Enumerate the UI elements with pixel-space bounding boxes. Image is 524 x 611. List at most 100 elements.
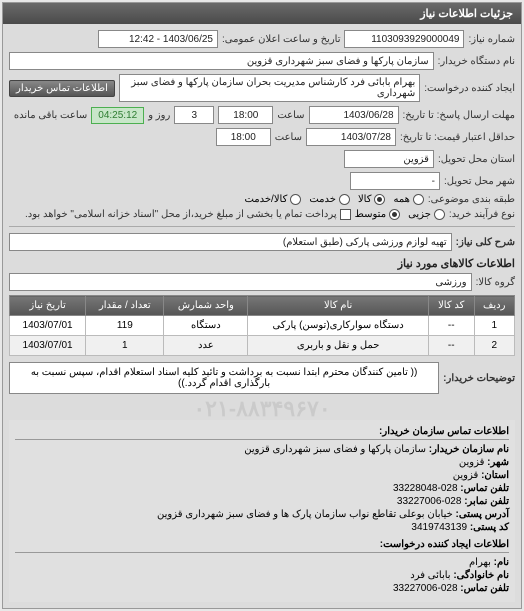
contact-value: 028-33227006 <box>393 583 458 594</box>
table-cell: 1403/07/01 <box>10 316 86 336</box>
deadline-date: 1403/06/28 <box>309 106 399 124</box>
radio-service[interactable]: خدمت <box>309 194 350 205</box>
panel-body: شماره نیاز: 1103093929000049 تاریخ و ساع… <box>3 24 521 608</box>
valid-label: حداقل اعتبار قیمت: تا تاریخ: <box>400 132 515 143</box>
contact-value: بهرام <box>469 557 491 568</box>
need-no-label: شماره نیاز: <box>468 34 515 45</box>
contact-key: تلفن نمابر: <box>461 496 509 507</box>
radio-goods-label: کالا <box>358 194 372 205</box>
row-class: طبقه بندی موضوعی: همه کالا خدمت کالا/خدم… <box>9 194 515 205</box>
contact-buyer-button[interactable]: اطلاعات تماس خریدار <box>9 80 115 97</box>
desc-field: تهیه لوازم ورزشی پارکی (طبق استعلام) <box>9 233 452 251</box>
contact-row: تلفن تماس: 028-33227006 <box>15 583 509 594</box>
deadline-time: 18:00 <box>218 106 273 124</box>
row-city: شهر محل تحویل: - <box>9 172 515 190</box>
time-label-1: ساعت <box>277 110 304 121</box>
city-field: - <box>350 172 440 190</box>
treasury-note: پرداخت تمام یا بخشی از مبلغ خرید،از محل … <box>25 209 337 220</box>
radio-all[interactable]: همه <box>393 194 423 205</box>
table-row: 2--حمل و نقل و باربریعدد11403/07/01 <box>10 336 515 356</box>
org-field: سازمان پارکها و فضای سبز شهرداری قزوین <box>9 52 434 70</box>
table-cell: 2 <box>474 336 515 356</box>
table-header: نام کالا <box>248 296 429 316</box>
row-purchase: نوع فرآیند خرید: جزیی متوسط پرداخت تمام … <box>9 209 515 220</box>
table-cell: -- <box>428 316 474 336</box>
buyer-note-label: توضیحات خریدار: <box>443 373 515 384</box>
days-label: روز و <box>148 110 170 121</box>
table-cell: 119 <box>86 316 164 336</box>
table-header: تعداد / مقدار <box>86 296 164 316</box>
row-org: نام دستگاه خریدار: سازمان پارکها و فضای … <box>9 52 515 70</box>
contact-key: تلفن تماس: <box>458 483 509 494</box>
row-deadline: مهلت ارسال پاسخ: تا تاریخ: 1403/06/28 سا… <box>9 106 515 124</box>
row-requester: ایجاد کننده درخواست: بهرام بابائی فرد کا… <box>9 74 515 102</box>
contact-row: کد پستی: 3419743139 <box>15 522 509 533</box>
table-cell: 1403/07/01 <box>10 336 86 356</box>
radio-medium-label: متوسط <box>355 209 386 220</box>
table-header: واحد شمارش <box>164 296 248 316</box>
goods-title: اطلاعات کالاهای مورد نیاز <box>9 257 515 270</box>
table-header: ردیف <box>474 296 515 316</box>
main-panel: جزئیات اطلاعات نیاز شماره نیاز: 11030939… <box>2 2 522 609</box>
need-no-field: 1103093929000049 <box>344 30 464 48</box>
countdown: 04:25:12 <box>91 107 144 124</box>
contact-row: شهر: قزوین <box>15 457 509 468</box>
radio-both[interactable]: کالا/خدمت <box>244 194 301 205</box>
radio-small[interactable]: جزیی <box>408 209 445 220</box>
contact-value: قزوین <box>453 470 479 481</box>
valid-date: 1403/07/28 <box>306 128 396 146</box>
radio-medium[interactable]: متوسط <box>355 209 400 220</box>
table-cell: عدد <box>164 336 248 356</box>
requester-field: بهرام بابائی فرد کارشناس مدیریت بحران سا… <box>119 74 420 102</box>
buyer-note-box: (( تامین کنندگان محترم ابتدا نسبت به برد… <box>9 362 439 394</box>
table-cell: -- <box>428 336 474 356</box>
announce-field: 1403/06/25 - 12:42 <box>98 30 218 48</box>
row-group: گروه کالا: ورزشی <box>9 273 515 291</box>
table-header: تاریخ نیاز <box>10 296 86 316</box>
watermark: ۰۲۱-۸۸۳۴۹۶۷۰ <box>9 396 515 422</box>
treasury-check[interactable]: پرداخت تمام یا بخشی از مبلغ خرید،از محل … <box>25 209 351 220</box>
contact-key: تلفن تماس: <box>458 583 509 594</box>
row-valid: حداقل اعتبار قیمت: تا تاریخ: 1403/07/28 … <box>9 128 515 146</box>
province-field: قزوین <box>344 150 434 168</box>
row-buyer-note: توضیحات خریدار: (( تامین کنندگان محترم ا… <box>9 362 515 394</box>
contact-value: 3419743139 <box>411 522 467 533</box>
time-label-2: ساعت <box>275 132 302 143</box>
contact-value: خیابان بوعلی تقاطع نواب سازمان پارک ها و… <box>157 509 453 520</box>
radio-goods[interactable]: کالا <box>358 194 386 205</box>
divider <box>9 226 515 227</box>
contact-key: کد پستی: <box>467 522 509 533</box>
table-row: 1--دستگاه سوارکاری(توسن) پارکیدستگاه1191… <box>10 316 515 336</box>
radio-small-label: جزیی <box>408 209 431 220</box>
contact-key: شهر: <box>484 457 509 468</box>
row-desc: شرح کلی نیاز: تهیه لوازم ورزشی پارکی (طب… <box>9 233 515 251</box>
contact-row: نام: بهرام <box>15 557 509 568</box>
desc-label: شرح کلی نیاز: <box>456 237 515 248</box>
deadline-label: مهلت ارسال پاسخ: تا تاریخ: <box>403 110 515 121</box>
contact-value: 028-33228048 <box>393 483 458 494</box>
table-cell: 1 <box>86 336 164 356</box>
class-label: طبقه بندی موضوعی: <box>428 194 515 205</box>
panel-title: جزئیات اطلاعات نیاز <box>3 3 521 24</box>
radio-service-label: خدمت <box>309 194 336 205</box>
contact-key: نام: <box>491 557 509 568</box>
table-cell: دستگاه سوارکاری(توسن) پارکی <box>248 316 429 336</box>
announce-label: تاریخ و ساعت اعلان عمومی: <box>222 34 341 45</box>
class-radio-group: همه کالا خدمت کالا/خدمت <box>244 194 423 205</box>
contact-value: قزوین <box>459 457 485 468</box>
days-field: 3 <box>174 106 214 124</box>
contact-value: سازمان پارکها و فضای سبز شهرداری قزوین <box>244 444 426 455</box>
purchase-radio-group: جزیی متوسط <box>355 209 445 220</box>
city-label: شهر محل تحویل: <box>444 176 515 187</box>
table-cell: 1 <box>474 316 515 336</box>
contact-key: استان: <box>478 470 509 481</box>
valid-time: 18:00 <box>216 128 271 146</box>
province-label: استان محل تحویل: <box>438 154 515 165</box>
remaining-label: ساعت باقی مانده <box>14 110 87 121</box>
radio-both-label: کالا/خدمت <box>244 194 287 205</box>
contact-row: استان: قزوین <box>15 470 509 481</box>
contact-row: نام سازمان خریدار: سازمان پارکها و فضای … <box>15 444 509 455</box>
purchase-label: نوع فرآیند خرید: <box>449 209 515 220</box>
contact-row: تلفن نمابر: 028-33227006 <box>15 496 509 507</box>
radio-all-label: همه <box>393 194 409 205</box>
